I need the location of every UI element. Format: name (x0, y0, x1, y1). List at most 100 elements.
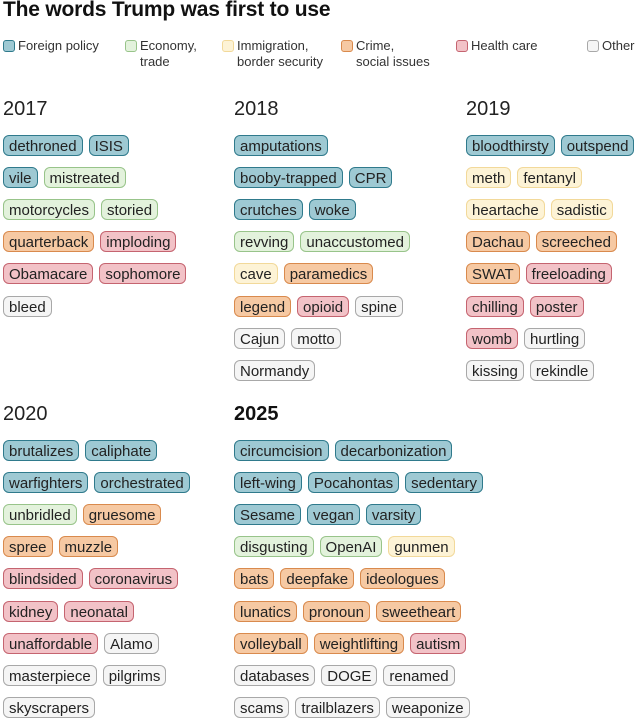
word-tag-economy: unbridled (3, 504, 77, 525)
word-tag-health: blindsided (3, 568, 83, 589)
word-tag-immigration: heartache (466, 199, 545, 220)
word-tag-crime: gruesome (82, 504, 162, 525)
word-tag-foreign: Sesame (234, 504, 302, 525)
word-tag-other: Alamo (104, 633, 159, 654)
word-tag-health: unaffordable (3, 633, 99, 654)
word-tag-foreign: caliphate (85, 440, 158, 461)
year-heading-2020: 2020 (3, 403, 48, 425)
word-tag-foreign: varsity (365, 504, 422, 525)
word-tag-other: trailblazers (295, 697, 380, 718)
word-tag-economy: storied (101, 199, 159, 220)
word-tag-foreign: Pocahontas (307, 472, 400, 493)
word-tag-crime: volleyball (234, 633, 308, 654)
word-tag-foreign: decarbonization (334, 440, 453, 461)
word-tag-foreign: orchestrated (94, 472, 190, 493)
word-tag-immigration: meth (466, 167, 512, 188)
legend-label: Health care (471, 38, 538, 53)
word-tag-other: renamed (383, 665, 455, 686)
word-tag-economy: revving (234, 231, 295, 252)
word-tag-crime: paramedics (283, 263, 374, 284)
word-tag-foreign: vile (3, 167, 38, 188)
word-tag-health: womb (466, 328, 519, 349)
legend-label: Crime, social issues (356, 38, 430, 69)
year-heading-2025: 2025 (234, 403, 279, 425)
word-tag-health: neonatal (64, 601, 134, 622)
word-tag-other: scams (234, 697, 290, 718)
word-tag-health: coronavirus (88, 568, 179, 589)
word-tag-other: DOGE (321, 665, 378, 686)
word-tag-foreign: outspend (560, 135, 635, 156)
word-tag-economy: unaccustomed (300, 231, 410, 252)
word-tag-economy: motorcycles (3, 199, 96, 220)
word-tag-crime: screeched (535, 231, 617, 252)
word-tag-crime: deepfake (280, 568, 355, 589)
word-tag-immigration: sadistic (550, 199, 613, 220)
word-tag-other: masterpiece (3, 665, 97, 686)
word-tag-foreign: circumcision (234, 440, 329, 461)
word-tag-crime: Dachau (466, 231, 530, 252)
word-tag-other: Normandy (234, 360, 316, 381)
legend-swatch-foreign (3, 40, 15, 52)
word-tag-other: pilgrims (102, 665, 167, 686)
word-tag-health: Obamacare (3, 263, 94, 284)
word-tag-other: bleed (3, 296, 52, 317)
word-tag-foreign: vegan (307, 504, 360, 525)
word-tag-health: opioid (297, 296, 350, 317)
word-tag-foreign: bloodthirsty (466, 135, 555, 156)
word-tag-economy: mistreated (43, 167, 126, 188)
legend-swatch-crime (341, 40, 353, 52)
word-tag-crime: SWAT (466, 263, 520, 284)
word-tag-other: spine (355, 296, 403, 317)
legend-label: Immigration, border security (237, 38, 323, 69)
legend-label: Economy, trade (140, 38, 197, 69)
word-tag-other: rekindle (529, 360, 595, 381)
legend-label: Other (602, 38, 635, 53)
legend-swatch-economy (125, 40, 137, 52)
word-tag-health: freeloading (525, 263, 612, 284)
word-tag-foreign: brutalizes (3, 440, 80, 461)
word-tag-health: kidney (3, 601, 59, 622)
word-tag-crime: pronoun (302, 601, 370, 622)
word-tag-other: hurtling (524, 328, 586, 349)
word-tag-foreign: sedentary (405, 472, 483, 493)
word-tag-economy: disgusting (234, 536, 314, 557)
word-tag-foreign: booby-trapped (234, 167, 343, 188)
word-tag-foreign: CPR (348, 167, 393, 188)
word-tag-crime: ideologues (360, 568, 445, 589)
word-tag-foreign: amputations (234, 135, 328, 156)
word-tag-crime: sweetheart (375, 601, 462, 622)
word-tag-health: chilling (466, 296, 524, 317)
word-tag-immigration: fentanyl (517, 167, 582, 188)
word-tag-crime: weightlifting (313, 633, 405, 654)
year-heading-2018: 2018 (234, 98, 279, 120)
word-tag-other: skyscrapers (3, 697, 96, 718)
word-tag-foreign: woke (308, 199, 356, 220)
year-heading-2017: 2017 (3, 98, 48, 120)
word-tag-other: weaponize (385, 697, 470, 718)
legend-swatch-immigration (222, 40, 234, 52)
word-tag-economy: OpenAI (319, 536, 383, 557)
legend-swatch-health (456, 40, 468, 52)
word-tag-other: motto (291, 328, 341, 349)
word-tag-health: autism (410, 633, 467, 654)
word-tag-foreign: warfighters (3, 472, 89, 493)
word-tag-foreign: ISIS (88, 135, 129, 156)
word-tag-health: sophomore (99, 263, 187, 284)
word-tag-crime: lunatics (234, 601, 297, 622)
word-tag-other: Cajun (234, 328, 286, 349)
word-tag-crime: quarterback (3, 231, 95, 252)
word-tag-foreign: crutches (234, 199, 303, 220)
word-tag-crime: spree (3, 536, 53, 557)
word-tag-crime: legend (234, 296, 292, 317)
year-heading-2019: 2019 (466, 98, 511, 120)
legend-label: Foreign policy (18, 38, 99, 53)
chart-title: The words Trump was first to use (3, 0, 331, 21)
word-tag-foreign: dethroned (3, 135, 83, 156)
word-tag-other: databases (234, 665, 316, 686)
word-tag-foreign: left-wing (234, 472, 302, 493)
legend-swatch-other (587, 40, 599, 52)
word-tag-immigration: gunmen (388, 536, 455, 557)
word-tag-immigration: cave (234, 263, 278, 284)
word-tag-health: imploding (100, 231, 177, 252)
word-tag-health: poster (529, 296, 584, 317)
